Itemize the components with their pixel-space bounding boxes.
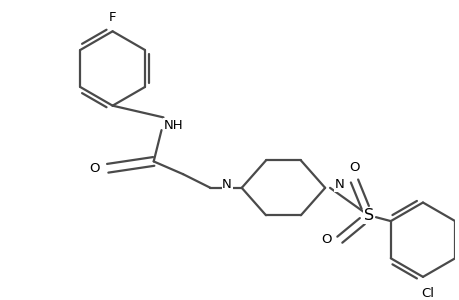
- Text: F: F: [109, 11, 116, 24]
- Text: S: S: [364, 208, 374, 223]
- Text: Cl: Cl: [420, 287, 433, 300]
- Text: O: O: [90, 162, 100, 175]
- Text: O: O: [348, 161, 359, 174]
- Text: N: N: [222, 178, 231, 191]
- Text: N: N: [334, 178, 344, 191]
- Text: O: O: [320, 233, 330, 246]
- Text: NH: NH: [163, 119, 183, 132]
